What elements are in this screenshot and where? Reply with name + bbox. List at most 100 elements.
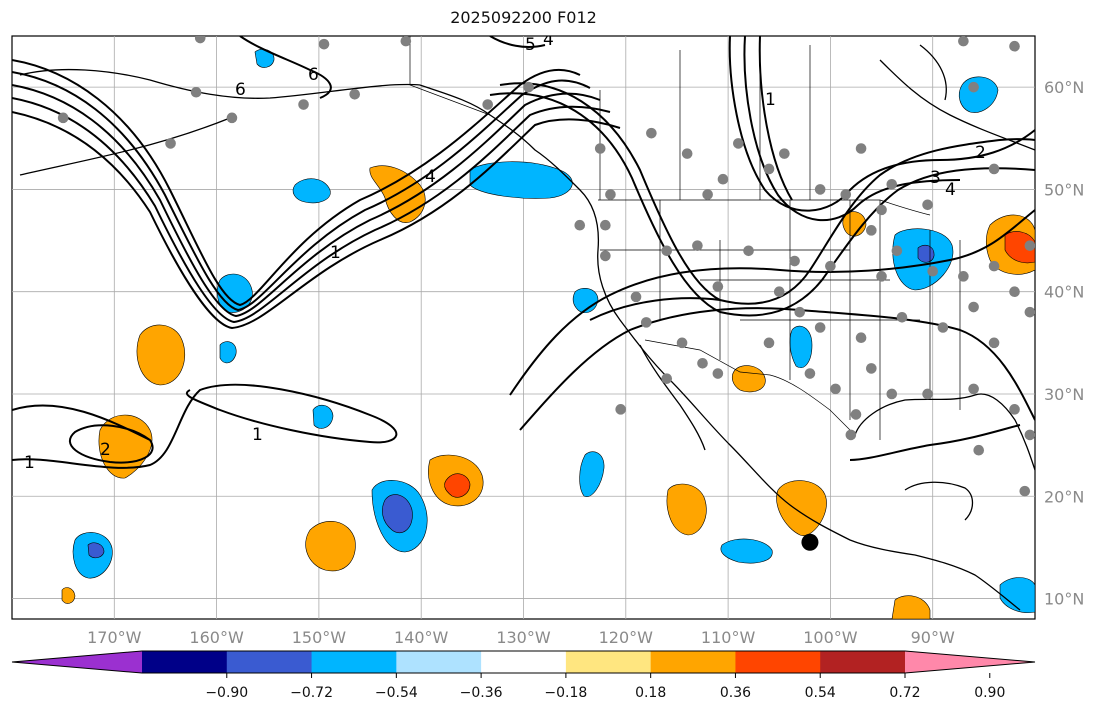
colorbar-tick-label: −0.90 xyxy=(205,685,248,701)
station-dot xyxy=(855,332,867,344)
anomaly-negative-area xyxy=(579,451,605,497)
contour-label: 5 xyxy=(525,35,536,55)
colorbar-segment xyxy=(226,651,313,673)
colorbar-segment xyxy=(396,651,482,673)
contour-label: 6 xyxy=(235,80,246,100)
contour-line xyxy=(499,82,1035,305)
station-dot xyxy=(763,163,775,175)
colorbar-tick-label: −0.72 xyxy=(290,685,333,701)
contour-line xyxy=(12,404,154,464)
contour-label: 3 xyxy=(930,168,941,188)
contour-label: 2 xyxy=(975,143,986,163)
colorbar-tick-label: 0.72 xyxy=(889,685,920,701)
anomaly-negative-area xyxy=(999,577,1035,613)
station-dot xyxy=(743,245,754,257)
station-dot xyxy=(876,271,887,282)
coastline-alaska xyxy=(19,68,421,99)
colorbar-tick-label: −0.36 xyxy=(460,685,503,701)
colorbar-segment xyxy=(142,651,228,673)
anomaly-positive-area xyxy=(776,480,827,536)
colorbar-segment xyxy=(735,651,821,673)
contour-line xyxy=(12,383,398,469)
station-dot xyxy=(1009,404,1020,415)
station-dot xyxy=(850,409,862,420)
contour-line xyxy=(489,92,1035,317)
latitude-tick-label: 40°N xyxy=(1044,283,1084,302)
station-dot xyxy=(1024,306,1035,318)
station-dot xyxy=(773,286,785,298)
station-layer xyxy=(57,36,1035,497)
station-dot xyxy=(400,36,412,47)
station-dot xyxy=(190,86,202,98)
station-dot xyxy=(165,138,176,149)
station-dot xyxy=(922,199,933,211)
station-dot xyxy=(876,204,887,216)
colorbar-extend-high xyxy=(905,651,1035,673)
station-dot xyxy=(958,36,969,47)
anomaly-negative-area xyxy=(720,538,773,564)
contour-label: 4 xyxy=(945,180,956,200)
longitude-tick-label: 150°W xyxy=(292,628,347,647)
storm-position-marker xyxy=(801,533,819,551)
station-dot xyxy=(814,322,826,333)
anomaly-negative-area xyxy=(312,404,334,429)
longitude-tick-label: 140°W xyxy=(394,628,449,647)
coastline-aleutians xyxy=(19,117,231,176)
longitude-tick-label: 160°W xyxy=(189,628,244,647)
station-dot xyxy=(661,373,673,384)
station-dot xyxy=(804,368,816,379)
colorbar-extend-low xyxy=(12,651,142,673)
colorbar-tick-label: −0.54 xyxy=(375,685,418,701)
station-dot xyxy=(692,240,703,251)
longitude-labels: 170°W 160°W 150°W 140°W 130°W 120°W 110°W 100°W… xyxy=(87,628,955,647)
station-dot xyxy=(840,189,852,200)
station-dot xyxy=(855,143,867,154)
coastline-baja xyxy=(639,344,706,451)
station-dot xyxy=(937,322,949,333)
colorbar-tick-label: 0.18 xyxy=(635,685,666,701)
station-dot xyxy=(927,265,938,277)
contour-line xyxy=(743,36,961,222)
anomaly-negative-area xyxy=(87,542,105,559)
anomaly-negative-area xyxy=(219,341,237,364)
station-dot xyxy=(640,317,652,328)
contour-line xyxy=(12,71,591,312)
colorbar-tick-label: −0.18 xyxy=(544,685,587,701)
contour-label: 6 xyxy=(308,65,319,85)
anomaly-positive-area xyxy=(842,211,867,237)
coastline-hudson xyxy=(919,44,947,101)
contour-line xyxy=(509,209,1035,396)
station-dot xyxy=(676,337,688,349)
station-dot xyxy=(1024,429,1035,441)
contour-label: 1 xyxy=(24,453,35,473)
anomaly-positive-area xyxy=(136,324,186,386)
station-dot xyxy=(763,337,775,349)
anomaly-positive-area xyxy=(666,483,707,536)
anomaly-positive-area xyxy=(444,473,471,498)
anomaly-negative-area xyxy=(469,161,573,199)
station-dot xyxy=(988,337,1000,349)
station-dot xyxy=(886,179,898,190)
station-dot xyxy=(600,219,611,231)
contour-label: 4 xyxy=(543,30,554,50)
contour-line xyxy=(239,36,332,99)
station-dot xyxy=(988,260,1000,272)
contour-line xyxy=(589,297,721,321)
station-dot xyxy=(830,383,841,395)
station-dot xyxy=(922,388,933,400)
station-dot xyxy=(733,138,744,149)
station-dot xyxy=(194,36,206,44)
latitude-tick-label: 10°N xyxy=(1044,590,1084,609)
station-dot xyxy=(1024,240,1035,251)
coastline-canada-east xyxy=(879,59,1035,151)
station-dot xyxy=(1019,485,1031,497)
longitude-tick-label: 120°W xyxy=(599,628,654,647)
longitude-tick-label: 90°W xyxy=(911,628,955,647)
contour-layer xyxy=(12,36,1035,469)
station-dot xyxy=(866,225,877,236)
coastline-yucatan xyxy=(904,481,974,521)
station-dot xyxy=(226,112,238,124)
station-dot xyxy=(988,163,1000,175)
station-dot xyxy=(1009,40,1020,52)
